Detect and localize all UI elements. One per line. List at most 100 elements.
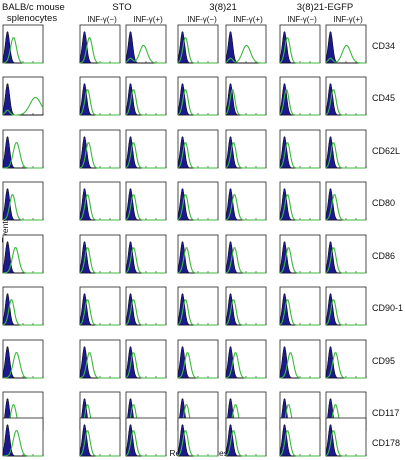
panel-cd95-col2: [125, 339, 167, 379]
staining-histogram: [177, 247, 218, 274]
staining-histogram: [325, 247, 366, 274]
group-header-3821: 3(8)21: [209, 2, 237, 13]
row-label-cd34: CD34: [372, 41, 396, 51]
panel-cd45-col4: [225, 76, 267, 116]
row-label-cd117: CD117: [372, 408, 400, 418]
staining-histogram: [125, 194, 166, 221]
panel-cd34-col3: [177, 24, 219, 64]
staining-histogram: [225, 142, 266, 169]
panel-cd90-1-col3: [177, 286, 219, 326]
panel-cd62l-col0: [2, 129, 44, 169]
panel-cd178-col6: [325, 417, 367, 457]
row-label-cd86: CD86: [372, 251, 396, 261]
staining-histogram: [225, 89, 266, 116]
staining-histogram: [125, 430, 166, 457]
staining-histogram: [2, 194, 43, 221]
staining-histogram: [225, 247, 266, 274]
panel-cd80-col3: [177, 181, 219, 221]
panel-cd86-col0: [2, 234, 44, 274]
panel-cd62l-col6: [325, 129, 367, 169]
staining-histogram: [79, 194, 120, 221]
staining-histogram: [79, 37, 120, 64]
panel-cd80-col2: [125, 181, 167, 221]
staining-histogram: [325, 89, 366, 116]
panel-cd178-col2: [125, 417, 167, 457]
panel-cd86-col3: [177, 234, 219, 274]
panel-cd178-col0: [2, 417, 44, 457]
panel-frame: [177, 129, 219, 169]
panel-cd45-col2: [125, 76, 167, 116]
staining-histogram: [177, 89, 218, 116]
staining-histogram: [177, 352, 218, 379]
staining-histogram: [79, 352, 120, 379]
panel-cd90-1-col4: [225, 286, 267, 326]
row-label-cd80: CD80: [372, 198, 396, 208]
group-header-sto: STO: [112, 2, 132, 13]
staining-histogram: [279, 194, 320, 221]
subheader-sto-plus: INF-γ(+): [133, 15, 163, 24]
group-header-balbc-line1: BALB/c mouse: [2, 2, 65, 13]
staining-histogram: [225, 299, 266, 326]
staining-histogram: [79, 430, 120, 457]
staining-histogram: [279, 299, 320, 326]
panel-cd45-col6: [325, 76, 367, 116]
staining-histogram: [177, 194, 218, 221]
staining-histogram: [177, 37, 218, 64]
panel-cd62l-col4: [225, 129, 267, 169]
staining-histogram: [325, 299, 366, 326]
staining-histogram: [279, 247, 320, 274]
panel-cd178-col5: [279, 417, 321, 457]
staining-histogram: [79, 142, 120, 169]
staining-histogram: [125, 352, 166, 379]
panel-cd86-col1: [79, 234, 121, 274]
staining-histogram: [2, 96, 44, 116]
panel-cd62l-col5: [279, 129, 321, 169]
staining-histogram: [225, 352, 266, 379]
panel-cd86-col4: [225, 234, 267, 274]
panel-cd34-col1: [79, 24, 121, 64]
subheader-3821-minus: INF-γ(−): [187, 15, 217, 24]
staining-histogram: [125, 45, 166, 64]
panel-cd178-col3: [177, 417, 219, 457]
staining-histogram: [2, 299, 43, 326]
panel-cd80-col4: [225, 181, 267, 221]
row-label-cd90-1: CD90-1: [372, 303, 404, 313]
panel-cd178-col4: [225, 417, 267, 457]
panel-cd90-1-col2: [125, 286, 167, 326]
staining-histogram: [177, 430, 218, 457]
staining-histogram: [3, 352, 43, 379]
staining-histogram: [2, 37, 43, 64]
panel-cd34-col2: [125, 24, 167, 64]
panel-cd34-col5: [279, 24, 321, 64]
staining-histogram: [79, 299, 120, 326]
panel-cd90-1-col5: [279, 286, 321, 326]
staining-histogram: [225, 430, 266, 457]
staining-histogram: [3, 142, 43, 169]
subheader-3821-egfp-minus: INF-γ(−): [287, 15, 317, 24]
isotype-histogram: [2, 83, 43, 116]
row-label-cd178: CD178: [372, 438, 401, 448]
panel-cd90-1-col1: [79, 286, 121, 326]
staining-histogram: [279, 430, 320, 457]
panel-cd95-col4: [225, 339, 267, 379]
panel-cd95-col0: [2, 339, 44, 379]
panel-cd80-col6: [325, 181, 367, 221]
staining-histogram: [325, 430, 366, 457]
staining-histogram: [125, 247, 166, 274]
staining-histogram: [125, 142, 166, 169]
panel-cd80-col5: [279, 181, 321, 221]
staining-histogram: [79, 247, 120, 274]
staining-histogram: [279, 142, 320, 169]
staining-histogram: [79, 89, 120, 116]
panel-cd90-1-col6: [325, 286, 367, 326]
panel-cd90-1-col0: [2, 286, 44, 326]
panel-cd45-col5: [279, 76, 321, 116]
panel-cd80-col0: [2, 181, 44, 221]
panel-cd34-col0: [2, 24, 44, 64]
subheader-sto-minus: INF-γ(−): [87, 15, 117, 24]
staining-histogram: [325, 352, 366, 379]
panel-cd95-col6: [325, 339, 367, 379]
panel-cd80-col1: [79, 181, 121, 221]
panel-cd45-col1: [79, 76, 121, 116]
